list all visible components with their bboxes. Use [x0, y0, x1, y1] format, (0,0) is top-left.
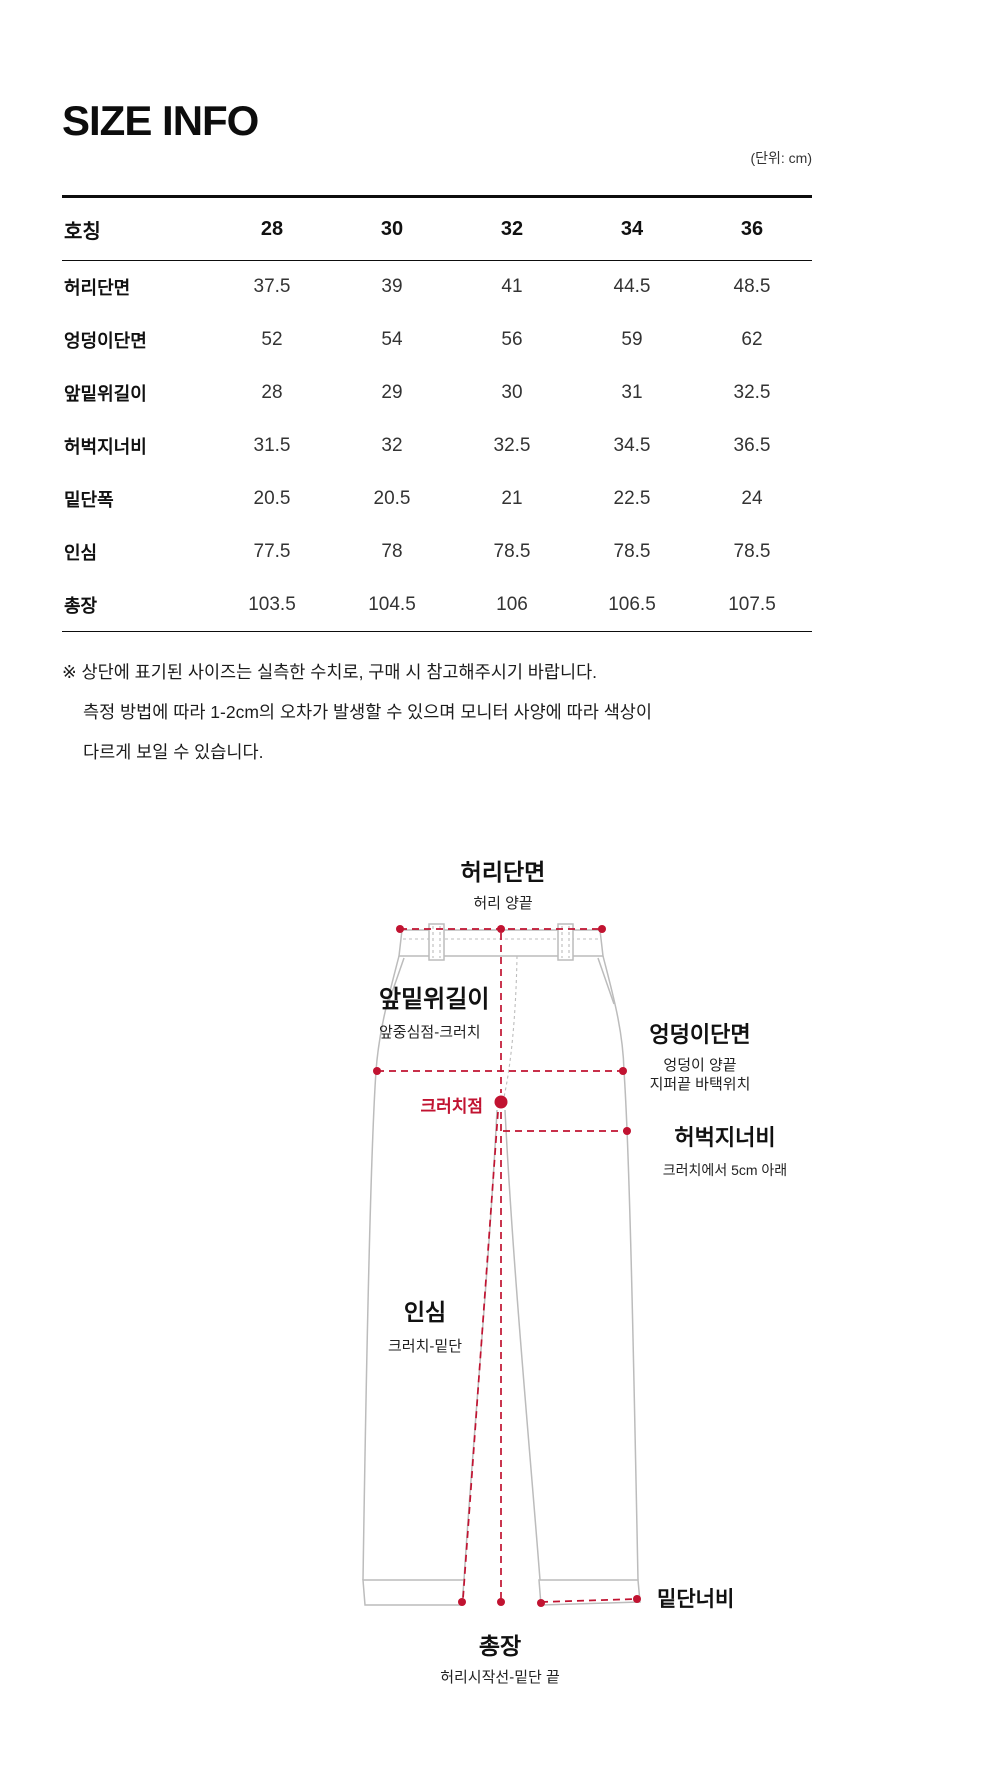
pants-diagram [362, 923, 641, 1607]
size-cell: 56 [501, 329, 523, 350]
table-row: 허벅지너비 31.5 32 32.5 34.5 36.5 [62, 420, 812, 473]
size-cell: 31 [621, 382, 643, 403]
row-label: 허리단면 [64, 278, 131, 299]
table-header-row: 호칭 28 30 32 34 36 [62, 195, 812, 261]
hip-label: 엉덩이단면 엉덩이 양끝 지퍼끝 바택위치 [649, 1022, 751, 1093]
size-cell: 30 [501, 382, 523, 403]
size-cell: 59 [621, 329, 643, 350]
size-cell: 32.5 [733, 382, 771, 403]
size-cell: 28 [261, 382, 283, 403]
size-cell: 107.5 [692, 578, 812, 632]
table-row: 엉덩이단면 52 54 56 59 62 [62, 314, 812, 367]
hem-measure-line [540, 1598, 638, 1603]
size-table: 호칭 28 30 32 34 36 허리단면 37.5 39 41 44.5 4… [62, 195, 812, 632]
table-row: 앞밑위길이 28 29 30 31 32.5 [62, 367, 812, 420]
size-cell: 20.5 [373, 488, 411, 509]
crotch-point-label: 크러치점 [420, 1097, 483, 1116]
notice-line: 다르게 보일 수 있습니다. [83, 742, 264, 762]
size-cell: 62 [741, 329, 763, 350]
crotch-point-dot [494, 1095, 508, 1109]
table-row: 허리단면 37.5 39 41 44.5 48.5 [62, 261, 812, 314]
table-row: 인심 77.5 78 78.5 78.5 78.5 [62, 526, 812, 579]
size-cell: 24 [741, 488, 763, 509]
size-cell: 103.5 [212, 578, 332, 632]
column-header-size: 34 [572, 195, 692, 261]
total-length-label: 총장 허리시작선-밑단 끝 [440, 1633, 560, 1686]
size-cell: 78.5 [613, 541, 651, 562]
size-cell: 31.5 [253, 435, 291, 456]
size-cell: 48.5 [733, 276, 771, 298]
unit-label: (단위: cm) [750, 150, 812, 166]
size-cell: 54 [381, 329, 403, 350]
row-label: 허벅지너비 [64, 437, 147, 457]
front-rise-label: 앞밑위길이 앞중심점-크러치 [379, 986, 490, 1041]
size-cell: 77.5 [253, 541, 291, 562]
size-cell: 78.5 [733, 541, 771, 562]
inseam-label: 인심 크러치-밑단 [388, 1299, 462, 1355]
size-cell: 29 [381, 382, 403, 403]
column-header-size: 36 [692, 195, 812, 261]
notice-line: ※ 상단에 표기된 사이즈는 실측한 수치로, 구매 시 참고해주시기 바랍니다… [62, 662, 598, 682]
row-label: 인심 [64, 543, 98, 563]
size-cell: 104.5 [332, 578, 452, 632]
size-cell: 37.5 [253, 276, 291, 298]
column-header-size: 30 [332, 195, 452, 261]
size-cell: 106.5 [572, 578, 692, 632]
size-cell: 21 [501, 488, 523, 509]
size-cell: 106 [452, 578, 572, 632]
size-cell: 36.5 [733, 435, 771, 456]
size-cell: 52 [261, 329, 283, 350]
size-cell: 78.5 [493, 541, 531, 562]
size-notice: ※ 상단에 표기된 사이즈는 실측한 수치로, 구매 시 참고해주시기 바랍니다… [62, 652, 842, 772]
row-label: 엉덩이단면 [64, 331, 147, 351]
column-header-name: 호칭 [62, 195, 212, 261]
size-cell: 20.5 [253, 488, 291, 509]
table-row: 총장 103.5 104.5 106 106.5 107.5 [62, 578, 812, 632]
inseam-measure-line [462, 1111, 499, 1600]
size-cell: 34.5 [613, 435, 651, 456]
size-cell: 32 [381, 435, 403, 456]
page-title: SIZE INFO [62, 97, 259, 144]
column-header-size: 32 [452, 195, 572, 261]
size-cell: 44.5 [613, 276, 651, 298]
size-cell: 32.5 [493, 435, 531, 456]
size-cell: 39 [381, 276, 403, 298]
column-header-size: 28 [212, 195, 332, 261]
notice-line: 측정 방법에 따라 1-2cm의 오차가 발생할 수 있으며 모니터 사양에 따… [83, 702, 653, 722]
size-cell: 41 [501, 276, 523, 298]
row-label: 밑단폭 [64, 490, 114, 510]
hem-width-label: 밑단너비 [657, 1588, 735, 1611]
size-cell: 78 [381, 541, 403, 562]
waist-label: 허리단면 허리 양끝 [460, 859, 546, 912]
thigh-label: 허벅지너비 크러치에서 5cm 아래 [662, 1125, 788, 1178]
table-row: 밑단폭 20.5 20.5 21 22.5 24 [62, 473, 812, 526]
size-cell: 22.5 [613, 488, 651, 509]
measurement-lines [373, 925, 641, 1607]
row-label: 앞밑위길이 [64, 384, 147, 404]
row-label: 총장 [62, 578, 212, 632]
